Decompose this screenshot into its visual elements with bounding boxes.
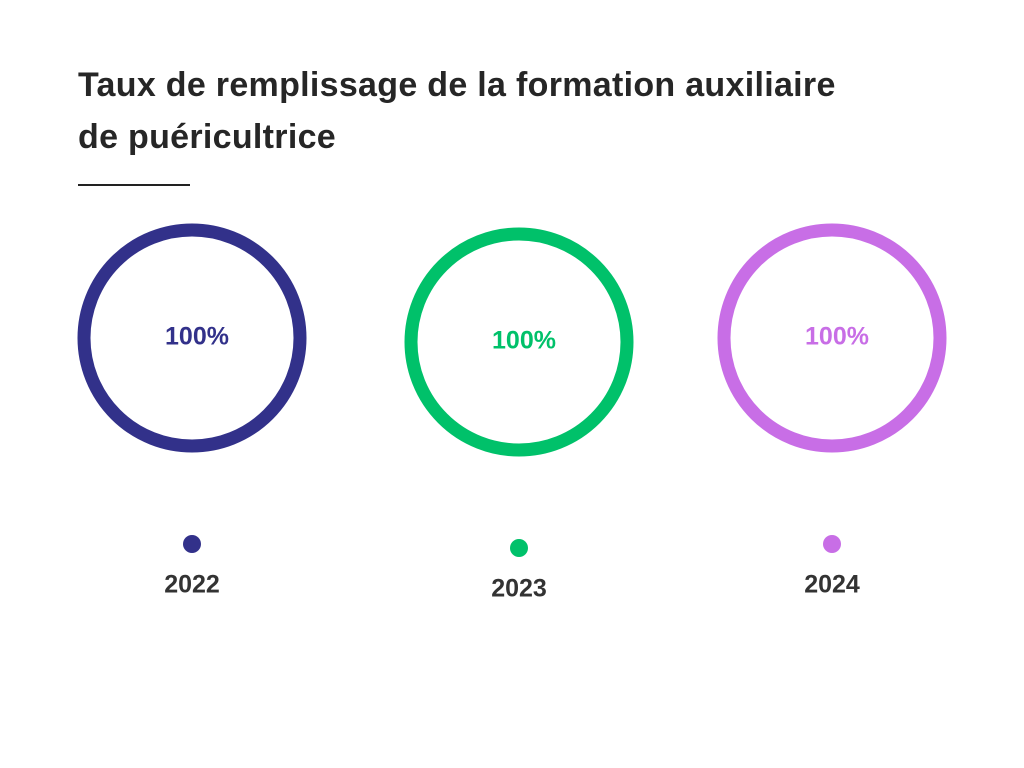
legend-dot: [823, 535, 841, 553]
chart-title: de puéricultrice: [78, 118, 336, 156]
value-label: 100%: [492, 327, 556, 355]
ring: [77, 223, 307, 453]
legend-label: 2022: [164, 571, 220, 599]
legend-dot: [183, 535, 201, 553]
ring: [404, 227, 634, 457]
chart-title: Taux de remplissage de la formation auxi…: [78, 66, 836, 104]
ring: [717, 223, 947, 453]
legend-label: 2023: [491, 575, 547, 603]
legend-label: 2024: [804, 571, 860, 599]
legend-dot: [510, 539, 528, 557]
value-label: 100%: [805, 323, 869, 351]
value-label: 100%: [165, 323, 229, 351]
